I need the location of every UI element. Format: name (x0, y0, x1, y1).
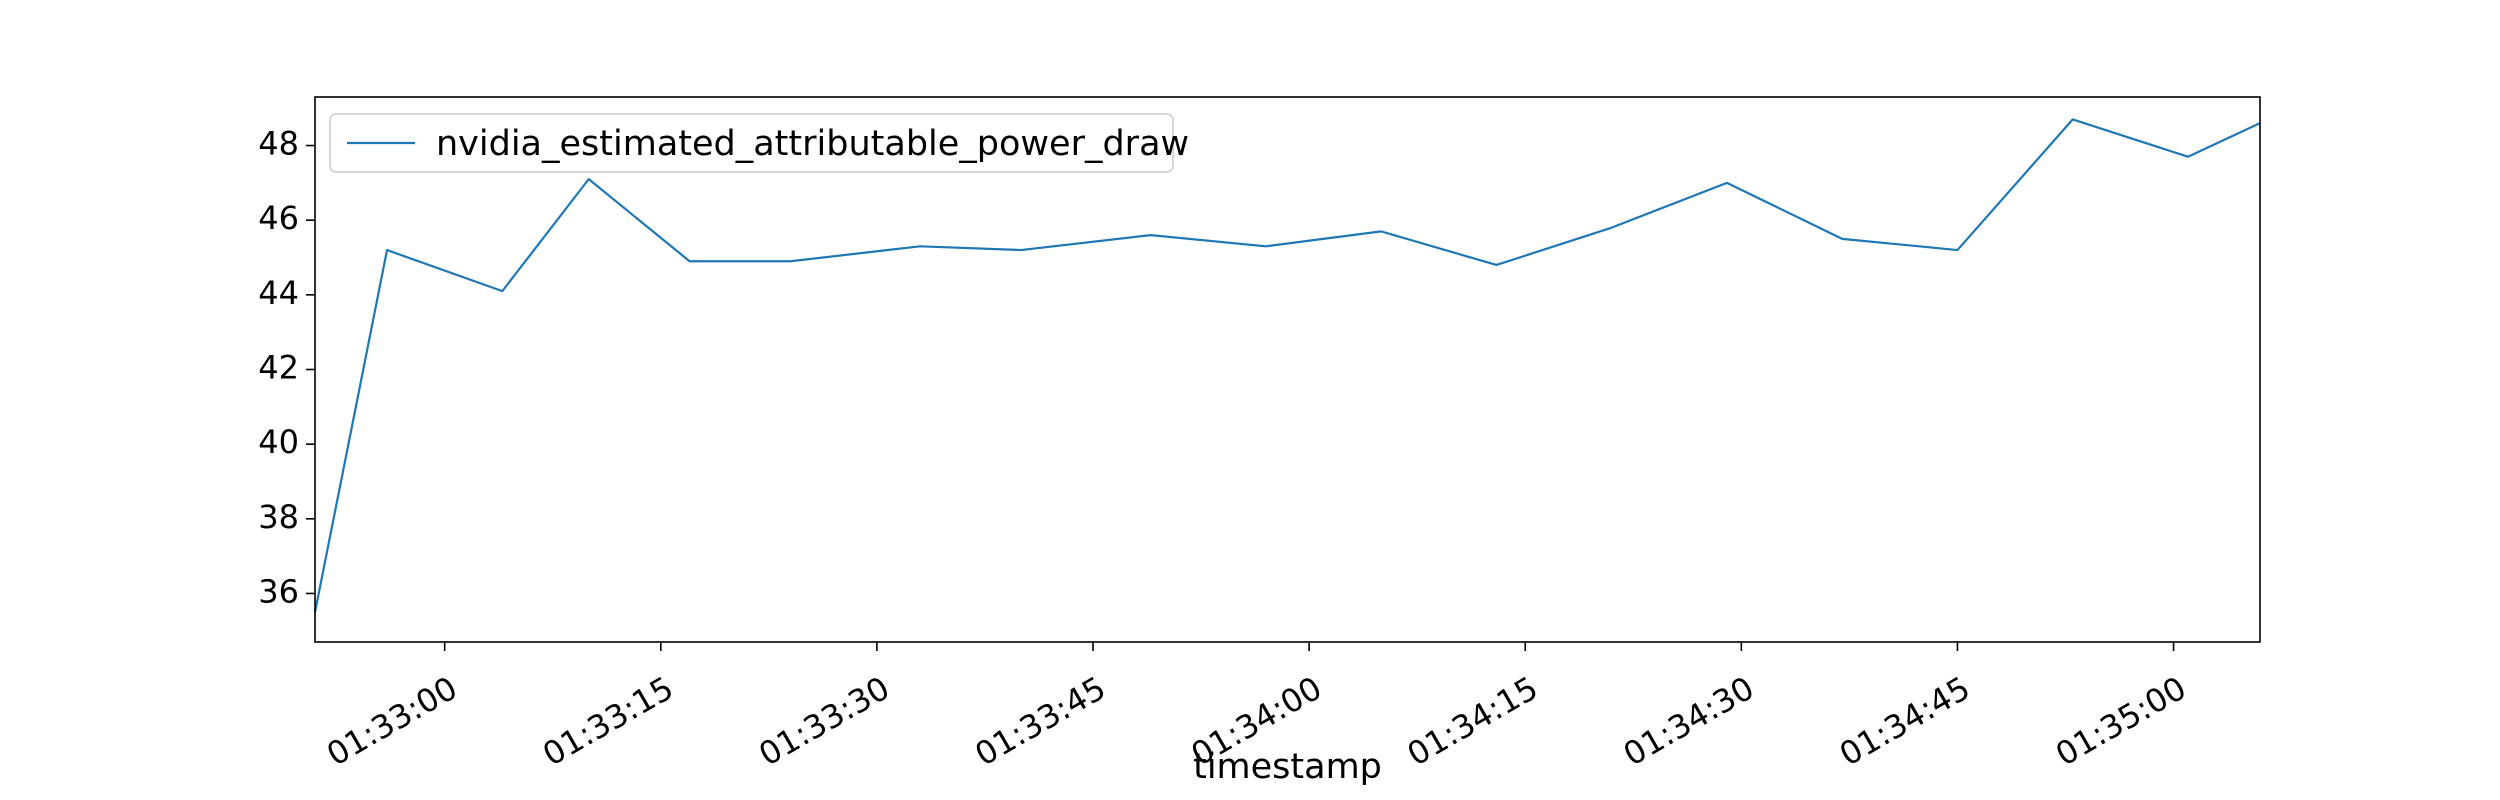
y-tick-label: 40 (258, 423, 299, 461)
legend: nvidia_estimated_attributable_power_draw (329, 113, 1189, 173)
y-tick-label: 38 (258, 498, 299, 536)
legend-box (329, 113, 1174, 173)
y-tick-label: 46 (258, 199, 299, 237)
y-tick-label: 48 (258, 125, 299, 163)
y-tick-label: 42 (258, 349, 299, 387)
y-axis: 36 38 40 42 44 46 48 (258, 125, 315, 610)
x-axis-title: timestamp (1193, 747, 1382, 787)
legend-label: nvidia_estimated_attributable_power_draw (436, 124, 1189, 164)
plot-frame (314, 96, 2261, 643)
y-tick-label: 36 (258, 572, 299, 610)
y-tick-label: 44 (258, 274, 299, 312)
